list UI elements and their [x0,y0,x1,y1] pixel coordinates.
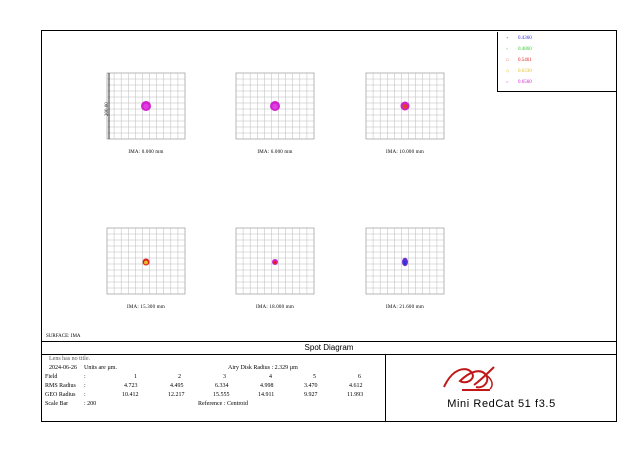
rms-value-1: 4.723 [124,383,138,389]
spot-grid-4 [106,227,186,295]
spot-inner [144,260,148,265]
geo-value-2: 12.217 [168,392,185,398]
geo-value-1: 10.412 [122,392,139,398]
field-label-6: IMA: 21.600 mm [386,305,424,310]
rms-value-3: 6.334 [215,383,229,389]
grid-border [235,227,315,295]
field-row-label: Field [45,374,58,380]
field-number-1: 1 [134,374,137,380]
geo-value-5: 9.927 [304,392,318,398]
field-number-2: 2 [178,374,181,380]
grid-border [365,227,445,295]
legend-entry-4: ◇ 0.6330 [506,67,532,75]
diagram-title: Spot Diagram [41,341,617,355]
legend-entry-5: ○ 0.6560 [506,78,532,86]
redcat-logo-icon [443,366,495,391]
scale-bar-value: : 200 [84,401,97,407]
info-panel: Lens has no title. 2024-06-26 Units are … [41,355,386,422]
spot-grid-5 [235,227,315,295]
legend-wavelength-1: 0.4360 [518,36,532,41]
field-number-5: 5 [313,374,316,380]
legend-marker-4: ◇ [506,68,510,73]
geo-value-4: 14.911 [258,392,275,398]
legend-entry-3: □ 0.5461 [506,56,532,64]
spot-grid-1 [106,72,186,140]
spot-inner [402,104,408,109]
spot-inner [273,260,277,265]
field-label-4: IMA: 15.300 mm [127,305,165,310]
reference-text: Reference : Centroid [198,401,248,407]
field-label-5: IMA: 18.000 mm [256,305,294,310]
scale-bar-label: Scale Bar [45,401,69,407]
field-label-2: IMA: 6.000 mm [257,150,293,155]
field-label-3: IMA: 10.000 mm [386,150,424,155]
airy-radius-text: Airy Disk Radius : 2.329 µm [228,365,298,371]
spot-inner [403,260,407,265]
scale-label: 200.00 [105,102,110,116]
spot-inner [143,103,149,110]
grid-border [106,227,186,295]
surface-label: SURFACE: IMA [46,334,81,339]
rms-value-2: 4.495 [170,383,184,389]
geo-value-3: 15.555 [213,392,230,398]
field-row-colon: : [84,374,86,380]
field-label-1: IMA: 0.000 mm [128,150,164,155]
geo-row-colon: : [84,392,86,398]
legend-wavelength-2: 0.4860 [518,47,532,52]
rms-value-6: 4.612 [349,383,363,389]
legend-wavelength-4: 0.6330 [518,69,532,74]
field-number-3: 3 [223,374,226,380]
spot-grid-6 [365,227,445,295]
grid-border [235,72,315,140]
geo-value-6: 11.993 [347,392,364,398]
plot-frame [41,30,617,422]
rms-row-colon: : [84,383,86,389]
date-text: 2024-06-26 [49,365,77,371]
legend-marker-3: □ [506,57,509,62]
spot-grid-2 [235,72,315,140]
rms-row-label: RMS Radius [45,383,76,389]
grid-border [365,72,445,140]
grid-border [106,72,186,140]
legend-marker-2: × [506,46,509,51]
rms-value-4: 4.998 [260,383,274,389]
legend-marker-5: ○ [506,79,509,84]
spot-inner [272,103,278,110]
lens-name: Mini RedCat 51 f3.5 [447,398,556,410]
geo-row-label: GEO Radius [45,392,76,398]
wavelength-legend: +0.4360 × 0.4860 □ 0.5461 ◇ 0.6330 ○ 0.6560 [497,32,617,92]
field-number-4: 4 [269,374,272,380]
field-number-6: 6 [358,374,361,380]
legend-entry-1: +0.4360 [506,34,532,42]
legend-entry-2: × 0.4860 [506,45,532,53]
logo-area: Mini RedCat 51 f3.5 [386,355,617,422]
rms-value-5: 3.470 [304,383,318,389]
legend-wavelength-5: 0.6560 [518,80,532,85]
legend-wavelength-3: 0.5461 [518,58,532,63]
legend-marker-1: + [506,35,509,40]
spot-grid-3 [365,72,445,140]
units-text: Units are µm. [84,365,117,371]
lens-title-text: Lens has no title. [49,356,90,362]
